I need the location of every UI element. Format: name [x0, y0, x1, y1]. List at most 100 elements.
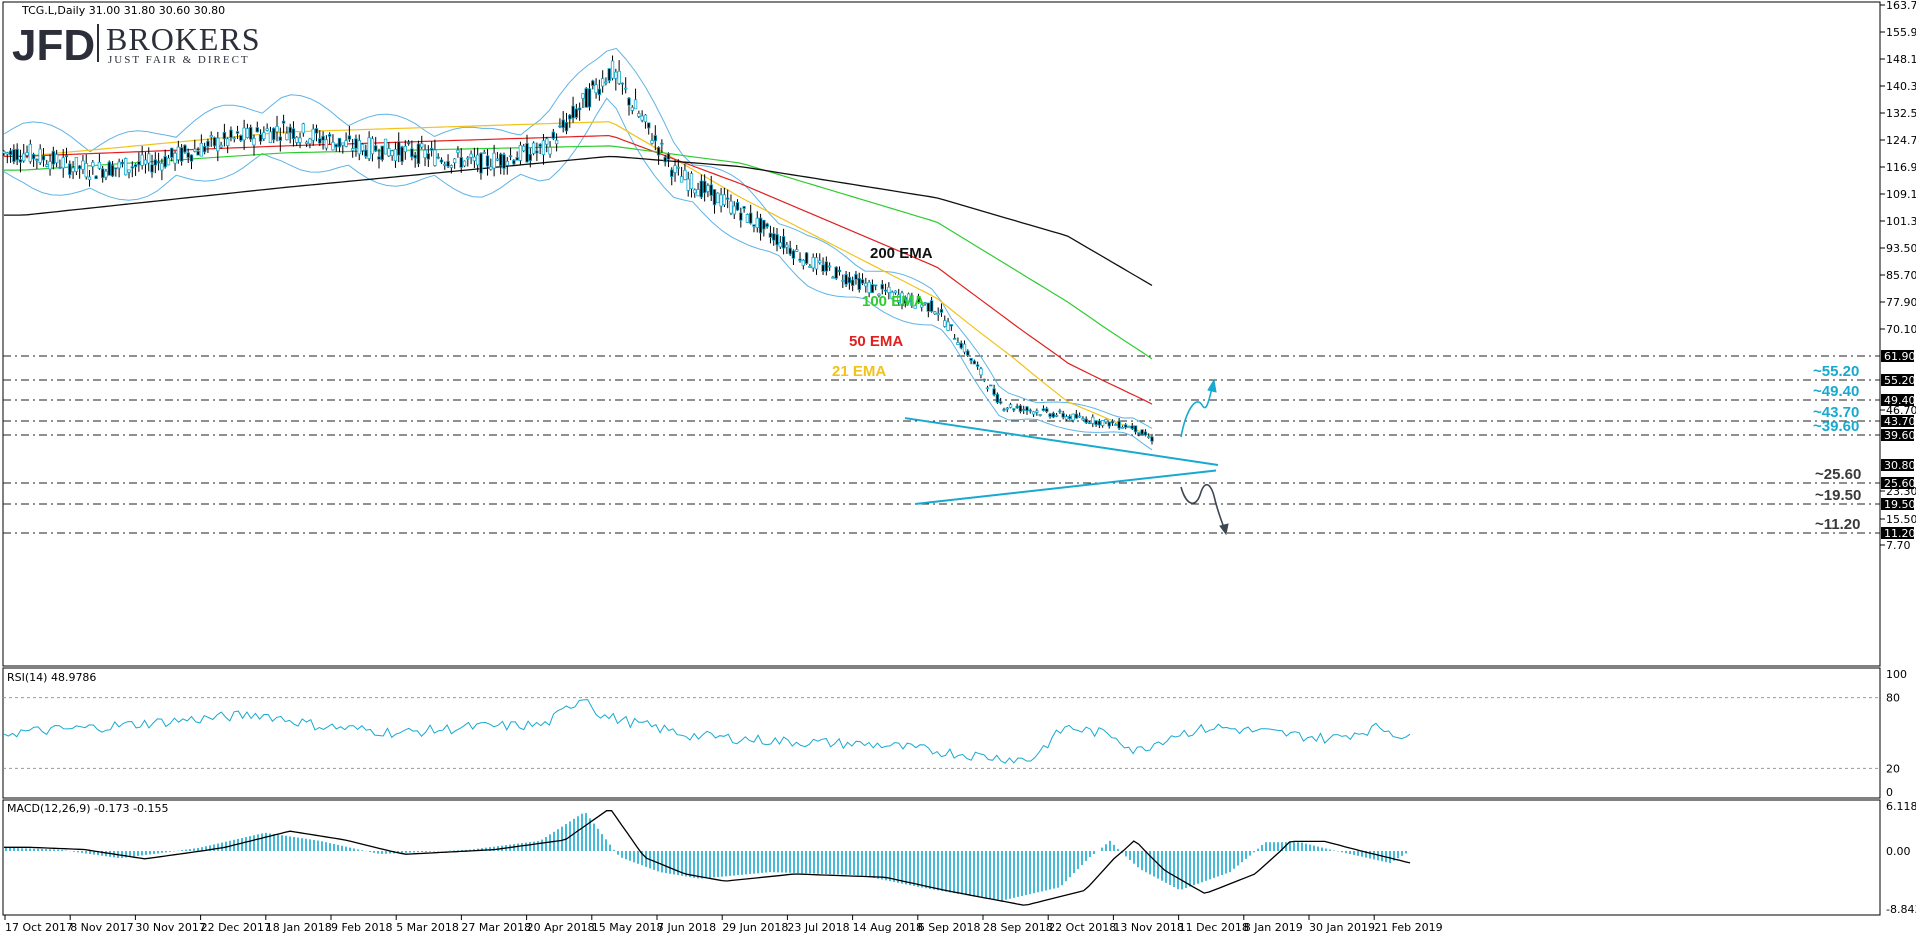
candle-body — [393, 148, 398, 162]
candle-body — [1022, 408, 1026, 411]
bullish-arrowhead — [1207, 378, 1217, 393]
candle-body — [1058, 410, 1062, 413]
candle-body — [1005, 407, 1009, 410]
level-label: ~55.20 — [1813, 363, 1859, 380]
candle-body — [5, 152, 9, 155]
candle-body — [693, 189, 697, 194]
candle-body — [1123, 424, 1128, 428]
candle-body — [199, 142, 204, 157]
candle-body — [433, 149, 437, 166]
candle-body — [1018, 405, 1023, 412]
candle-body — [505, 161, 509, 166]
candle-body — [841, 279, 845, 282]
bearish-arrowhead — [1219, 523, 1229, 536]
candle-body — [341, 142, 345, 146]
candle-body — [1104, 419, 1108, 423]
level-label: ~39.60 — [1813, 418, 1859, 435]
candle-body — [202, 146, 207, 153]
candle-body — [170, 147, 174, 158]
date-tick-label: 22 Oct 2018 — [1048, 921, 1116, 934]
candle-body — [15, 148, 19, 161]
date-tick-label: 17 Oct 2017 — [5, 921, 73, 934]
candle-body — [278, 136, 283, 141]
candle-body — [446, 160, 450, 167]
candle-body — [492, 152, 496, 169]
candle-body — [699, 180, 704, 198]
candle-body — [1028, 409, 1032, 412]
symbol-header: TCG.L,Daily 31.00 31.80 30.60 30.80 — [21, 4, 225, 17]
candle-body — [288, 126, 292, 134]
candle-body — [890, 291, 894, 300]
candle-body — [225, 138, 230, 146]
candle-body — [74, 157, 79, 172]
candle-body — [1048, 413, 1052, 417]
candle-body — [163, 156, 167, 168]
main-panel — [2, 1, 1881, 667]
candle-body — [778, 242, 782, 248]
candle-body — [301, 123, 306, 134]
candle-body — [439, 159, 444, 163]
candle-body — [413, 154, 417, 159]
candle-body — [854, 273, 858, 280]
candle-body — [249, 126, 253, 140]
candle-body — [140, 154, 144, 166]
candle-body — [35, 158, 39, 161]
candle-body — [959, 342, 963, 349]
price-tick-label: 109.10 — [1886, 188, 1916, 201]
candle-body — [495, 158, 500, 161]
level-labels: ~55.20 ~49.40 ~43.70~39.60 ~25.60 ~19.50 ~11.… — [1813, 363, 1861, 533]
rsi-line — [3, 699, 1411, 764]
price-tick-label: 140.30 — [1886, 80, 1916, 93]
candle-body — [212, 137, 217, 147]
ema-line-21-ema — [4, 121, 1153, 437]
candle-body — [183, 144, 187, 153]
date-tick-label: 30 Nov 2017 — [135, 921, 205, 934]
candle-body — [397, 141, 401, 156]
ema-line-200-ema — [4, 155, 1153, 286]
candle-body — [314, 128, 319, 134]
level-tag — [1881, 394, 1914, 406]
candle-body — [64, 154, 69, 158]
candle-body — [275, 126, 279, 133]
candle-body — [735, 202, 740, 211]
candle-body — [466, 157, 470, 160]
price-tick-label: 163.70 — [1886, 0, 1916, 12]
candle-body — [558, 125, 562, 128]
candle-body — [745, 214, 750, 223]
candle-body — [808, 266, 812, 268]
candle-body — [416, 143, 421, 165]
level-tag — [1881, 374, 1914, 386]
candle-body — [423, 149, 427, 159]
candle-body — [1100, 420, 1105, 426]
candle-body — [1045, 408, 1049, 412]
candle-body — [755, 217, 759, 228]
candle-body — [206, 140, 210, 147]
current-price-tag — [1881, 459, 1914, 471]
level-tag-text: 39.60 — [1884, 429, 1916, 442]
candle-body — [663, 156, 667, 163]
candle-body — [709, 184, 713, 196]
candle-body — [772, 233, 776, 241]
level-tag-text: 19.50 — [1884, 498, 1916, 511]
candle-body — [834, 266, 838, 279]
macd-header: MACD(12,26,9) -0.173 -0.155 — [7, 802, 168, 815]
candle-body — [791, 250, 796, 259]
candle-body — [420, 143, 424, 148]
candle-body — [561, 119, 565, 129]
candle-body — [459, 157, 463, 168]
candle-body — [77, 165, 82, 170]
candle-body — [242, 127, 246, 141]
candle-body — [1051, 412, 1056, 418]
candle-body — [531, 142, 536, 154]
macd-signal-line — [4, 809, 1411, 906]
price-tick-label: 46.70 — [1886, 404, 1916, 417]
logo-brokers: BROKERS — [106, 21, 261, 57]
candle-body — [1015, 405, 1019, 409]
candle-body — [873, 284, 878, 287]
candle-body — [472, 156, 477, 162]
candle-body — [623, 87, 628, 90]
price-tick-label: 124.70 — [1886, 134, 1916, 147]
macd-tick-label: 6.118 — [1886, 800, 1916, 813]
